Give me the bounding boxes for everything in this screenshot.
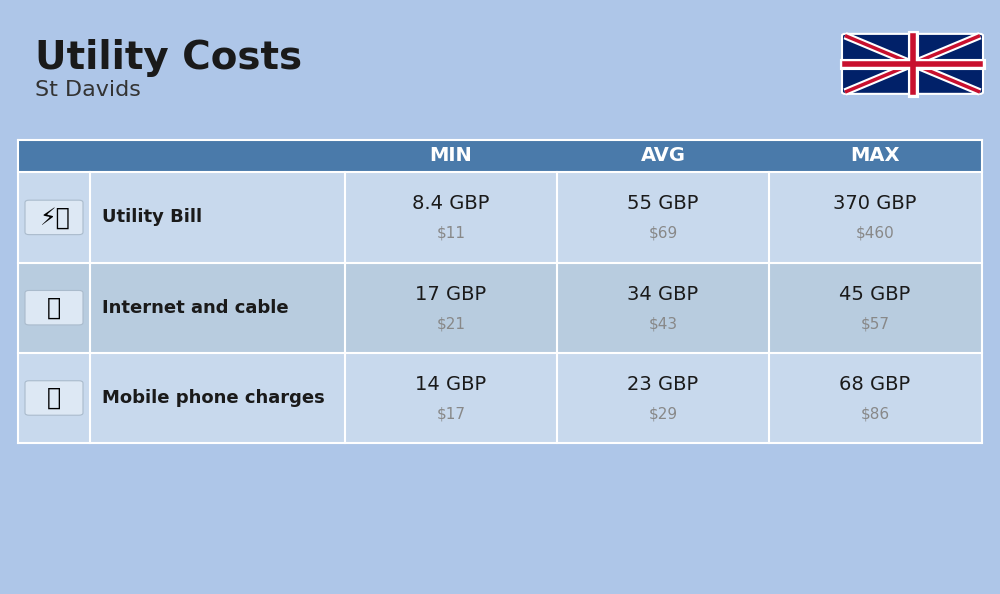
Text: $460: $460	[856, 226, 894, 241]
Text: $43: $43	[648, 316, 678, 331]
FancyBboxPatch shape	[25, 381, 83, 415]
Text: 📱: 📱	[47, 386, 61, 410]
Text: 23 GBP: 23 GBP	[627, 375, 699, 394]
Text: 68 GBP: 68 GBP	[839, 375, 911, 394]
Text: $57: $57	[860, 316, 890, 331]
Text: $11: $11	[436, 226, 466, 241]
Text: 370 GBP: 370 GBP	[833, 194, 917, 213]
Text: 📶: 📶	[47, 296, 61, 320]
Text: AVG: AVG	[641, 147, 686, 165]
FancyBboxPatch shape	[25, 290, 83, 325]
Text: Internet and cable: Internet and cable	[102, 299, 289, 317]
FancyBboxPatch shape	[18, 140, 982, 172]
Text: MIN: MIN	[430, 147, 472, 165]
Text: $69: $69	[648, 226, 678, 241]
Text: St Davids: St Davids	[35, 80, 141, 100]
Text: Mobile phone charges: Mobile phone charges	[102, 389, 325, 407]
FancyBboxPatch shape	[25, 200, 83, 235]
Text: $86: $86	[860, 406, 890, 422]
Text: 14 GBP: 14 GBP	[415, 375, 487, 394]
FancyBboxPatch shape	[18, 263, 982, 353]
Text: 17 GBP: 17 GBP	[415, 285, 487, 304]
Text: $17: $17	[436, 406, 466, 422]
Text: $21: $21	[436, 316, 466, 331]
Text: Utility Costs: Utility Costs	[35, 39, 302, 77]
Text: 8.4 GBP: 8.4 GBP	[412, 194, 490, 213]
Text: MAX: MAX	[850, 147, 900, 165]
FancyBboxPatch shape	[18, 353, 982, 443]
Text: Utility Bill: Utility Bill	[102, 208, 202, 226]
Text: $29: $29	[648, 406, 678, 422]
Text: ⚡🔧: ⚡🔧	[39, 206, 69, 229]
Text: 34 GBP: 34 GBP	[627, 285, 699, 304]
FancyBboxPatch shape	[842, 34, 983, 94]
Text: 55 GBP: 55 GBP	[627, 194, 699, 213]
FancyBboxPatch shape	[18, 172, 982, 263]
Text: 45 GBP: 45 GBP	[839, 285, 911, 304]
